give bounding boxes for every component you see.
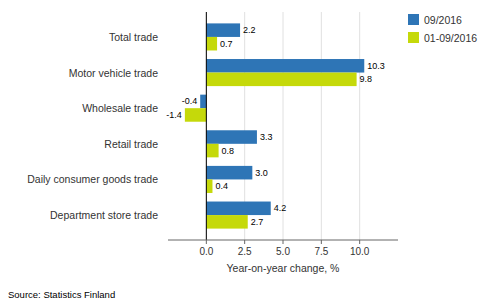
- bar: [206, 202, 270, 216]
- data-label: 3.0: [255, 168, 268, 178]
- legend-label: 09/2016: [424, 14, 462, 26]
- category-label: Department store trade: [50, 209, 158, 221]
- data-label: 3.3: [260, 132, 273, 142]
- x-tick-label: 7.5: [314, 246, 328, 257]
- x-tick-label: 2.5: [238, 246, 252, 257]
- chart: 0.0 2.5 5.0 7.5 10.0 4.2 3.0 3.3 -0.4 10.3 2.2 2.7 0…: [0, 0, 493, 304]
- y-axis: Department store trade Daily consumer goo…: [27, 31, 158, 221]
- x-tick-label: 5.0: [276, 246, 290, 257]
- bar: [185, 108, 206, 122]
- legend-label: 01-09/2016: [424, 32, 477, 44]
- data-label: 4.2: [274, 203, 287, 213]
- x-tick-label: 10.0: [350, 246, 370, 257]
- bar: [206, 166, 252, 180]
- category-label: Wholesale trade: [82, 102, 158, 114]
- x-tick-label: 0.0: [199, 246, 213, 257]
- bars: [185, 23, 364, 228]
- x-axis-line: [168, 240, 398, 241]
- grid: [206, 12, 359, 240]
- x-tick: [244, 240, 245, 244]
- zero-line: [206, 12, 207, 240]
- data-label: 0.8: [222, 146, 235, 156]
- category-label: Motor vehicle trade: [69, 67, 158, 79]
- legend: 09/2016 01-09/2016: [408, 14, 477, 44]
- data-label: -0.4: [182, 96, 198, 106]
- bar: [206, 130, 257, 144]
- category-label: Retail trade: [104, 138, 158, 150]
- bar: [200, 95, 206, 109]
- bar: [206, 23, 240, 37]
- data-label: 2.7: [251, 217, 264, 227]
- x-tick: [321, 240, 322, 244]
- data-label: 9.8: [360, 74, 373, 84]
- x-axis-label: Year-on-year change, %: [227, 262, 340, 274]
- bar: [206, 37, 217, 51]
- data-label: 10.3: [367, 61, 385, 71]
- data-label: 2.2: [243, 25, 256, 35]
- source-note: Source: Statistics Finland: [8, 289, 115, 300]
- bar: [206, 73, 356, 87]
- grid-line: [359, 12, 360, 240]
- data-label: 0.4: [215, 181, 228, 191]
- data-labels: 4.2 3.0 3.3 -0.4 10.3 2.2 2.7 0.4 0.8 -1.4 9.8 0.7: [166, 25, 384, 227]
- grid-line: [321, 12, 322, 240]
- category-label: Total trade: [109, 31, 158, 43]
- legend-swatch: [408, 14, 419, 25]
- grid-line: [206, 12, 207, 240]
- x-tick: [206, 240, 207, 244]
- bar: [206, 179, 212, 193]
- x-axis: 0.0 2.5 5.0 7.5 10.0: [199, 240, 369, 257]
- x-tick: [283, 240, 284, 244]
- data-label: -1.4: [166, 110, 182, 120]
- bar: [206, 144, 218, 158]
- bar: [206, 59, 364, 73]
- category-label: Daily consumer goods trade: [27, 173, 158, 185]
- data-label: 0.7: [220, 39, 233, 49]
- x-tick: [359, 240, 360, 244]
- bar: [206, 215, 247, 229]
- legend-swatch: [408, 32, 419, 43]
